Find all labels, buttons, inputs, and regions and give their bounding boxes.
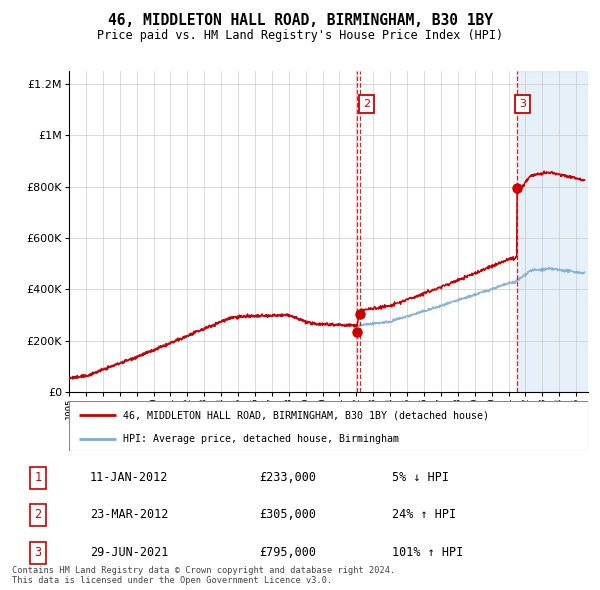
Text: 101% ↑ HPI: 101% ↑ HPI	[392, 546, 463, 559]
Text: 3: 3	[520, 99, 526, 109]
Text: Contains HM Land Registry data © Crown copyright and database right 2024.: Contains HM Land Registry data © Crown c…	[12, 566, 395, 575]
Text: Price paid vs. HM Land Registry's House Price Index (HPI): Price paid vs. HM Land Registry's House …	[97, 29, 503, 42]
Text: £795,000: £795,000	[260, 546, 317, 559]
Text: 24% ↑ HPI: 24% ↑ HPI	[392, 508, 456, 522]
Text: £305,000: £305,000	[260, 508, 317, 522]
Text: 29-JUN-2021: 29-JUN-2021	[90, 546, 168, 559]
Text: 46, MIDDLETON HALL ROAD, BIRMINGHAM, B30 1BY (detached house): 46, MIDDLETON HALL ROAD, BIRMINGHAM, B30…	[124, 410, 490, 420]
Bar	[517, 71, 588, 392]
Text: 2: 2	[34, 508, 41, 522]
Text: 11-JAN-2012: 11-JAN-2012	[90, 471, 168, 484]
Text: 1: 1	[34, 471, 41, 484]
Text: 23-MAR-2012: 23-MAR-2012	[90, 508, 168, 522]
Text: This data is licensed under the Open Government Licence v3.0.: This data is licensed under the Open Gov…	[12, 576, 332, 585]
Text: 5% ↓ HPI: 5% ↓ HPI	[392, 471, 449, 484]
FancyBboxPatch shape	[69, 401, 588, 451]
Text: 46, MIDDLETON HALL ROAD, BIRMINGHAM, B30 1BY: 46, MIDDLETON HALL ROAD, BIRMINGHAM, B30…	[107, 13, 493, 28]
Text: HPI: Average price, detached house, Birmingham: HPI: Average price, detached house, Birm…	[124, 434, 400, 444]
Text: £233,000: £233,000	[260, 471, 317, 484]
Text: 3: 3	[34, 546, 41, 559]
Text: 2: 2	[363, 99, 370, 109]
